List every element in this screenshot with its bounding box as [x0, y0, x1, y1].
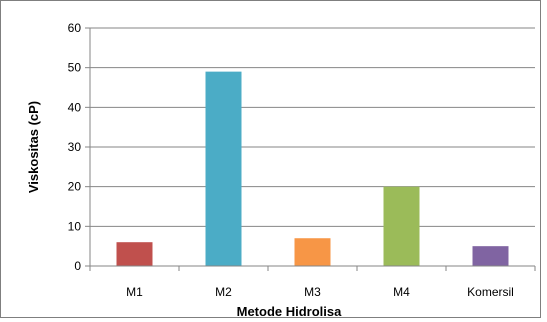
axes: [85, 27, 536, 271]
y-tick-labels: 0 10 20 30 40 50 60: [68, 21, 82, 273]
y-axis-title: Viskositas (cP): [26, 101, 41, 193]
y-tick-label: 40: [68, 100, 82, 114]
y-tick-label: 0: [74, 259, 81, 273]
bar-komersil: [472, 246, 509, 266]
x-tick-label: Komersil: [467, 285, 514, 299]
bars: [116, 71, 509, 266]
bar-m2: [205, 71, 242, 266]
x-tick-label: M4: [393, 285, 410, 299]
bar-m1: [116, 242, 153, 266]
x-tick-label: M1: [126, 285, 143, 299]
y-tick-label: 50: [68, 61, 82, 75]
x-axis-title: Metode Hidrolisa: [237, 304, 343, 319]
x-tick-label: M3: [304, 285, 321, 299]
chart-frame: [0, 0, 541, 318]
y-tick-label: 30: [68, 140, 82, 154]
y-tick-label: 10: [68, 219, 82, 233]
bar-m4: [383, 186, 420, 266]
x-tick-label: M2: [215, 285, 232, 299]
bar-m3: [294, 238, 331, 266]
y-tick-label: 60: [68, 21, 82, 35]
gridlines: [90, 27, 535, 227]
x-tick-labels: M1 M2 M3 M4 Komersil: [126, 285, 514, 299]
y-tick-label: 20: [68, 180, 82, 194]
